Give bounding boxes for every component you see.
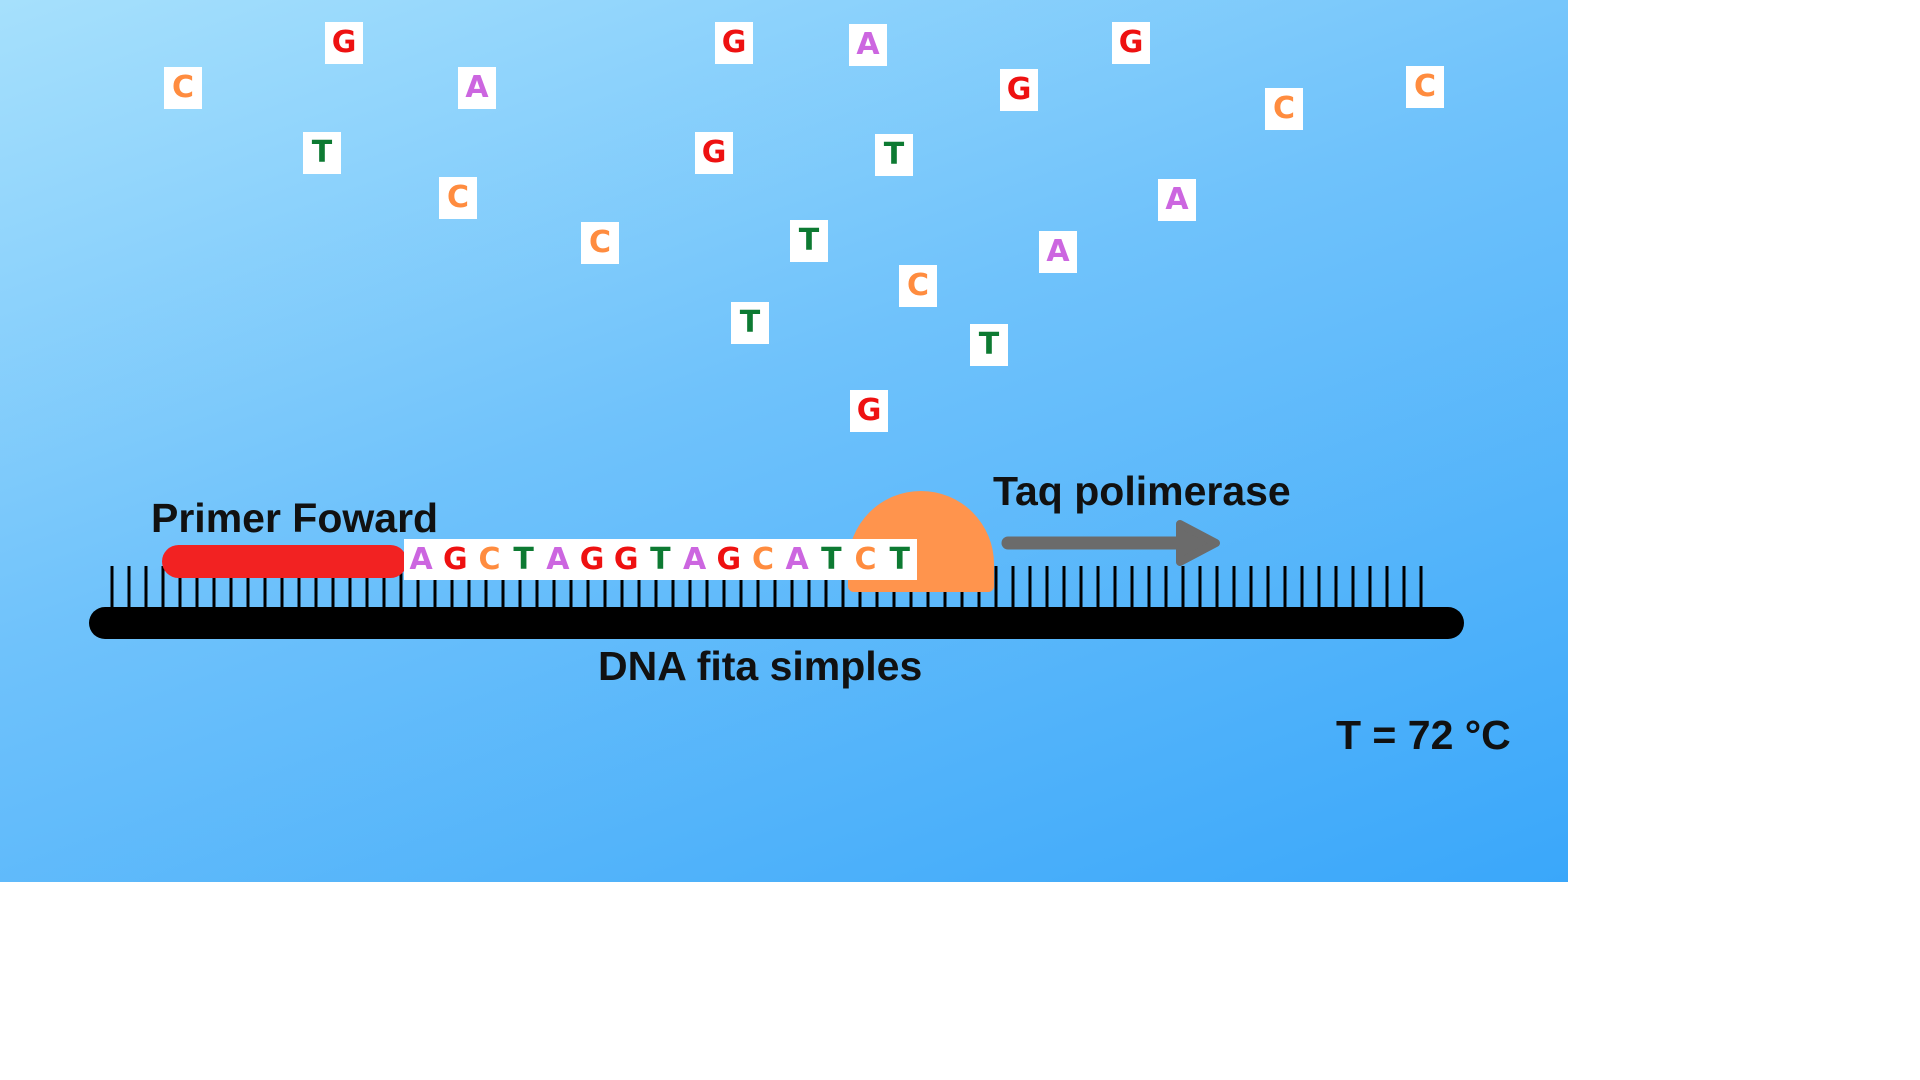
nucleotide-G: G: [715, 22, 753, 64]
synth-nucleotide-A: A: [682, 541, 707, 577]
nucleotide-T: T: [303, 132, 341, 174]
nucleotide-C: C: [899, 265, 937, 307]
nucleotide-C: C: [581, 222, 619, 264]
synth-nucleotide-T: T: [650, 541, 671, 577]
synth-nucleotide-C: C: [854, 541, 877, 577]
synth-nucleotide-T: T: [821, 541, 842, 577]
nucleotide-T: T: [970, 324, 1008, 366]
nucleotide-C: C: [1265, 88, 1303, 130]
synth-nucleotide-A: A: [546, 541, 570, 577]
nucleotide-A: A: [1039, 231, 1077, 273]
temperature-label: T = 72 °C: [1336, 712, 1511, 758]
synth-nucleotide-T: T: [513, 541, 534, 577]
direction-arrow: [1001, 520, 1220, 566]
nucleotide-G: G: [1000, 69, 1038, 111]
primer-forward-bar: [162, 545, 407, 578]
primer-label: Primer Foward: [151, 495, 439, 541]
nucleotide-C: C: [164, 67, 202, 109]
nucleotide-G: G: [325, 22, 363, 64]
synth-nucleotide-A: A: [409, 541, 433, 577]
nucleotide-A: A: [1158, 179, 1196, 221]
nucleotide-G: G: [695, 132, 733, 174]
nucleotide-G: G: [1112, 22, 1150, 64]
synth-nucleotide-C: C: [751, 541, 774, 577]
nucleotide-G: G: [850, 390, 888, 432]
synth-nucleotide-G: G: [579, 541, 605, 577]
nucleotide-T: T: [731, 302, 769, 344]
synth-nucleotide-G: G: [613, 541, 639, 577]
synth-nucleotide-G: G: [442, 541, 468, 577]
synth-nucleotide-A: A: [785, 541, 809, 577]
nucleotide-T: T: [875, 134, 913, 176]
dna-strand-graphic: [89, 520, 1464, 639]
synth-nucleotide-G: G: [716, 541, 742, 577]
taq-polymerase-label: Taq polimerase: [993, 468, 1291, 514]
nucleotide-T: T: [790, 220, 828, 262]
synth-nucleotide-T: T: [889, 541, 910, 577]
strand-label: DNA fita simples: [598, 643, 923, 689]
nucleotide-A: A: [458, 67, 496, 109]
nucleotide-A: A: [849, 24, 887, 66]
nucleotide-C: C: [1406, 66, 1444, 108]
synth-nucleotide-C: C: [478, 541, 501, 577]
nucleotide-C: C: [439, 177, 477, 219]
